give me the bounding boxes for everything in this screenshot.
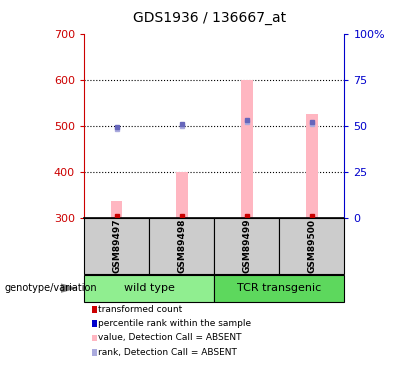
Bar (214, 275, 344, 302)
Bar (241, 80, 252, 218)
Text: GSM89500: GSM89500 (307, 219, 316, 273)
Text: GSM89499: GSM89499 (242, 218, 251, 273)
Text: TCR transgenic: TCR transgenic (237, 283, 321, 293)
Bar (84, 275, 214, 302)
Bar (84, 217, 149, 274)
Text: transformed count: transformed count (98, 305, 183, 314)
Text: value, Detection Call = ABSENT: value, Detection Call = ABSENT (98, 333, 242, 342)
Bar (214, 217, 279, 274)
Bar (306, 114, 318, 218)
Text: wild type: wild type (123, 283, 175, 293)
Bar (176, 172, 187, 217)
Text: GSM89498: GSM89498 (177, 218, 186, 273)
Text: percentile rank within the sample: percentile rank within the sample (98, 319, 252, 328)
Bar (111, 201, 122, 217)
Bar (149, 217, 214, 274)
Bar (279, 217, 344, 274)
Text: rank, Detection Call = ABSENT: rank, Detection Call = ABSENT (98, 348, 237, 357)
Text: GSM89497: GSM89497 (112, 218, 121, 273)
Polygon shape (61, 284, 78, 293)
Text: genotype/variation: genotype/variation (4, 283, 97, 293)
Text: GDS1936 / 136667_at: GDS1936 / 136667_at (134, 11, 286, 25)
